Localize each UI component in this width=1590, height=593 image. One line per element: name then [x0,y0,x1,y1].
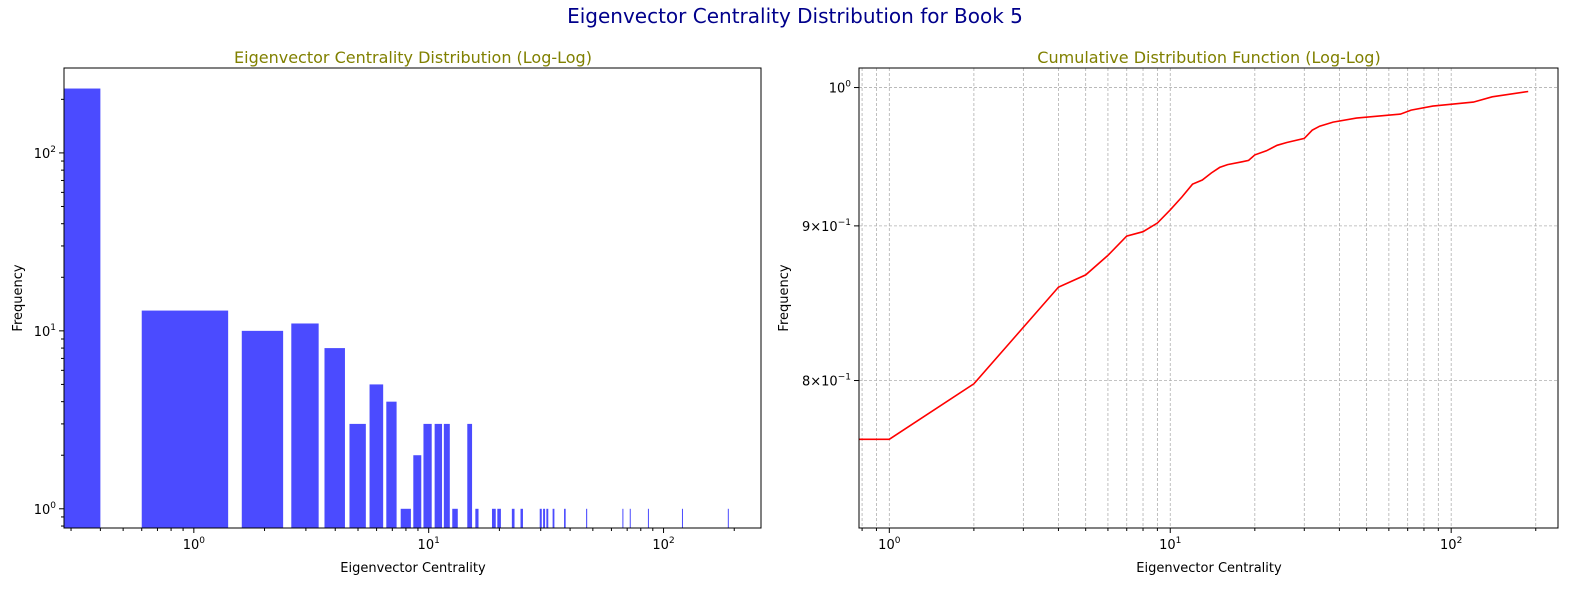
histogram-bar [564,508,566,528]
histogram-bars [64,88,729,529]
cdf-grid [859,68,1558,528]
histogram-bar [443,423,450,528]
cdf-plot-area [859,68,1558,528]
cdf-line [859,90,1529,441]
y-tick-label: 100 [829,80,852,97]
y-tick-label: 8×10−1 [802,373,851,390]
cdf-title: Cumulative Distribution Function (Log-Lo… [1037,48,1380,67]
histogram-bar [386,401,397,528]
x-tick-label: 101 [418,536,440,553]
histogram-bar [647,508,649,528]
histogram-bar [324,348,345,528]
x-tick-label: 100 [878,536,901,553]
histogram-bar [141,310,229,528]
histogram-bar [423,423,432,528]
histogram-bar [622,508,624,528]
histogram-bar [434,423,443,528]
histogram-bar [452,508,458,528]
cdf-axes-frame [858,67,1559,529]
figure-title: Eigenvector Centrality Distribution for … [567,4,1023,28]
histogram-bar [681,508,683,528]
histogram-bar [511,508,515,528]
histogram-bar [491,508,496,528]
cdf-y-label: Frequency [777,264,792,331]
y-tick-label: 102 [34,145,56,162]
histogram-bar [543,508,546,528]
y-tick-label: 101 [34,323,56,340]
y-tick-label: 100 [34,501,57,518]
x-tick-label: 102 [652,536,674,553]
histogram-bar [497,508,501,528]
cdf-x-label: Eigenvector Centrality [1136,561,1282,576]
histogram-bar [475,508,479,528]
histogram-bar [520,508,523,528]
histogram-bar [539,508,542,528]
x-tick-label: 102 [1440,536,1462,553]
histogram-axes-frame [63,67,762,529]
histogram-bar [413,455,422,528]
histogram-x-label: Eigenvector Centrality [340,561,486,576]
histogram-bar [586,508,588,528]
histogram-x-ticks: 100 101 102 [70,528,735,553]
y-tick-label: 9×10−1 [802,218,851,235]
histogram-bar [241,330,284,528]
histogram-bar [369,384,384,528]
cdf-panel: Cumulative Distribution Function (Log-Lo… [777,48,1559,576]
cdf-y-ticks: 8×10−1 9×10−1 100 [802,80,859,390]
histogram-bar [552,508,555,528]
histogram-bar [629,508,631,528]
histogram-bar [467,423,473,528]
histogram-bar [400,508,411,528]
histogram-bar [291,323,319,528]
histogram-y-label: Frequency [11,264,26,331]
cdf-x-ticks: 100 101 102 [861,528,1537,553]
histogram-panel: Eigenvector Centrality Distribution (Log… [11,48,762,576]
histogram-bar [546,508,549,528]
histogram-title: Eigenvector Centrality Distribution (Log… [234,48,592,67]
x-tick-label: 100 [183,536,206,553]
histogram-y-ticks: 100 101 102 [34,98,64,527]
x-tick-label: 101 [1159,536,1181,553]
histogram-bar [64,88,101,529]
histogram-bar [349,423,366,528]
histogram-bar [727,508,729,528]
